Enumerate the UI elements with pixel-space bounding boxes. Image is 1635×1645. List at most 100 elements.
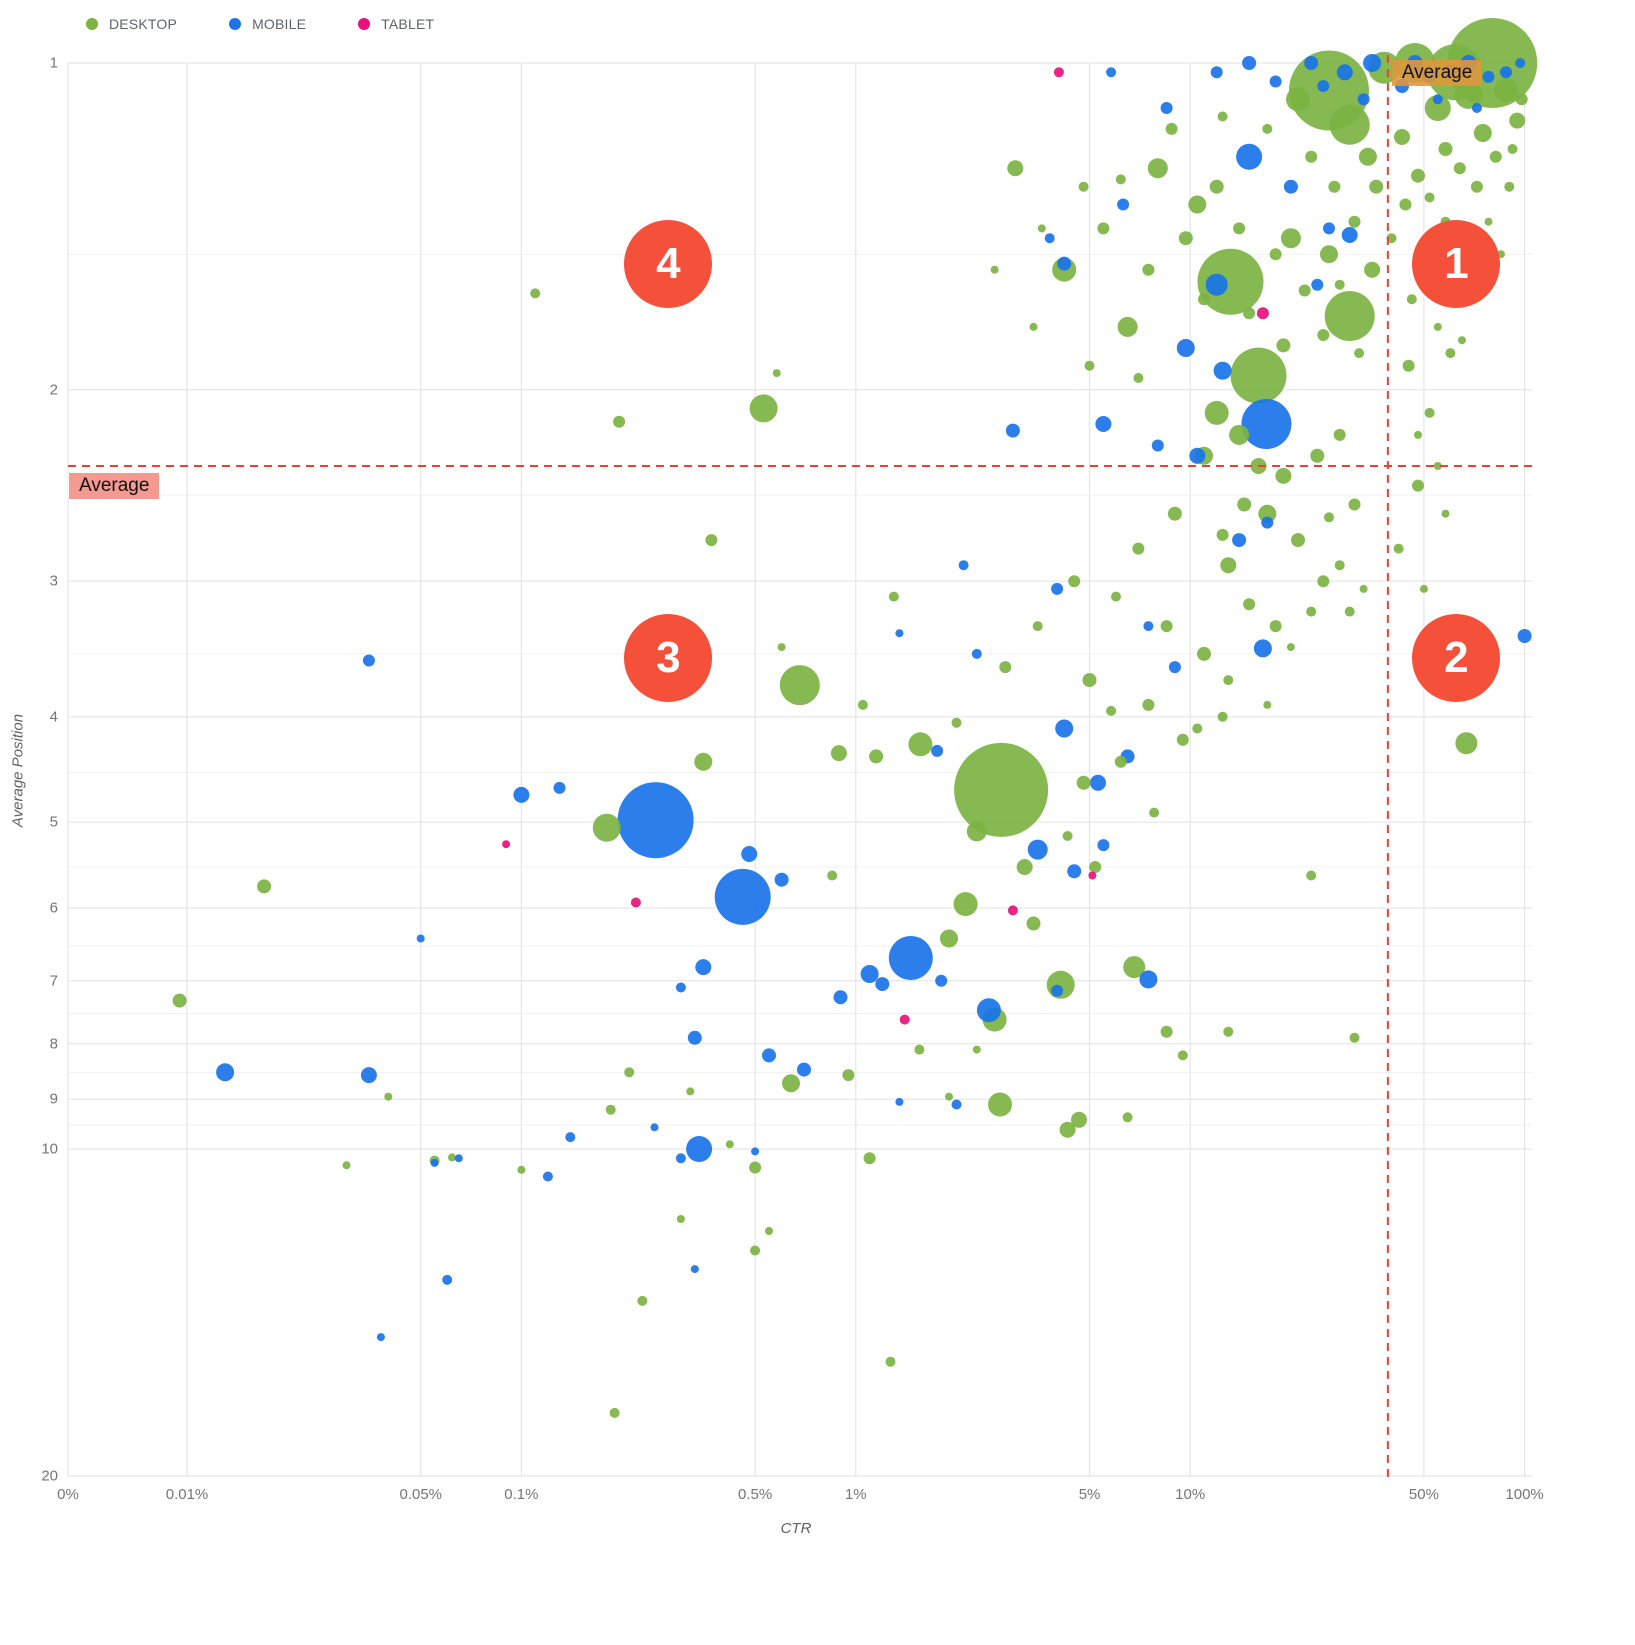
bubble-mobile[interactable] (454, 1154, 463, 1163)
bubble-desktop[interactable] (1176, 733, 1189, 746)
bubble-mobile[interactable] (931, 744, 944, 757)
bubble-desktop[interactable] (1358, 147, 1377, 166)
bubble-desktop[interactable] (1258, 504, 1277, 523)
bubble-mobile[interactable] (888, 936, 933, 980)
bubble-desktop[interactable] (1233, 222, 1246, 235)
bubble-desktop[interactable] (1123, 956, 1146, 979)
bubble-mobile[interactable] (687, 1030, 702, 1045)
bubble-desktop[interactable] (945, 1092, 953, 1101)
bubble-desktop[interactable] (827, 870, 838, 881)
bubble-desktop[interactable] (1424, 95, 1451, 121)
bubble-mobile[interactable] (695, 959, 712, 976)
bubble-desktop[interactable] (1348, 215, 1361, 228)
bubble-mobile[interactable] (1160, 102, 1173, 114)
bubble-desktop[interactable] (1324, 291, 1375, 341)
bubble-tablet[interactable] (1088, 871, 1097, 880)
bubble-desktop[interactable] (1515, 93, 1528, 106)
bubble-desktop[interactable] (1364, 261, 1381, 278)
bubble-mobile[interactable] (1044, 233, 1055, 244)
bubble-desktop[interactable] (1076, 775, 1091, 790)
bubble-desktop[interactable] (676, 1215, 685, 1223)
bubble-desktop[interactable] (1197, 248, 1264, 315)
bubble-mobile[interactable] (542, 1171, 553, 1182)
bubble-desktop[interactable] (342, 1161, 351, 1170)
bubble-desktop[interactable] (172, 993, 187, 1008)
bubble-mobile[interactable] (1357, 93, 1370, 106)
bubble-desktop[interactable] (1229, 424, 1250, 445)
bubble-desktop[interactable] (1275, 467, 1292, 484)
bubble-mobile[interactable] (1097, 839, 1110, 852)
bubble-desktop[interactable] (1438, 142, 1453, 156)
bubble-mobile[interactable] (1057, 256, 1072, 271)
bubble-desktop[interactable] (777, 643, 786, 652)
bubble-desktop[interactable] (624, 1067, 635, 1078)
bubble-desktop[interactable] (863, 1152, 876, 1165)
bubble-desktop[interactable] (686, 1087, 695, 1096)
bubble-desktop[interactable] (772, 369, 781, 378)
bubble-desktop[interactable] (1243, 598, 1256, 611)
bubble-desktop[interactable] (637, 1295, 648, 1306)
bubble-desktop[interactable] (1324, 512, 1334, 523)
bubble-mobile[interactable] (1117, 198, 1130, 211)
bubble-mobile[interactable] (741, 846, 758, 862)
bubble-desktop[interactable] (609, 1407, 620, 1418)
bubble-desktop[interactable] (1433, 462, 1442, 470)
bubble-desktop[interactable] (972, 1045, 981, 1054)
bubble-tablet[interactable] (1007, 905, 1018, 916)
bubble-mobile[interactable] (1106, 67, 1117, 78)
bubble-desktop[interactable] (857, 699, 868, 710)
bubble-mobile[interactable] (971, 648, 982, 659)
bubble-desktop[interactable] (1445, 348, 1456, 359)
bubble-desktop[interactable] (869, 749, 884, 764)
bubble-mobile[interactable] (1205, 273, 1228, 296)
bubble-mobile[interactable] (1336, 64, 1353, 81)
bubble-desktop[interactable] (1230, 347, 1287, 404)
bubble-desktop[interactable] (1142, 263, 1155, 276)
bubble-mobile[interactable] (762, 1048, 776, 1063)
bubble-desktop[interactable] (966, 821, 987, 842)
bubble-mobile[interactable] (797, 1062, 811, 1077)
bubble-desktop[interactable] (888, 591, 899, 602)
bubble-desktop[interactable] (1411, 168, 1425, 183)
bubble-desktop[interactable] (914, 1044, 925, 1055)
bubble-desktop[interactable] (1204, 400, 1229, 425)
bubble-desktop[interactable] (605, 1104, 616, 1115)
bubble-mobile[interactable] (1005, 423, 1020, 438)
bubble-desktop[interactable] (1198, 293, 1210, 306)
bubble-mobile[interactable] (1471, 103, 1482, 113)
bubble-desktop[interactable] (1348, 498, 1361, 511)
bubble-desktop[interactable] (750, 1245, 761, 1256)
bubble-desktop[interactable] (1424, 192, 1435, 203)
bubble-mobile[interactable] (675, 982, 686, 993)
bubble-mobile[interactable] (1269, 75, 1282, 88)
bubble-mobile[interactable] (1027, 839, 1048, 860)
bubble-desktop[interactable] (842, 1069, 855, 1082)
bubble-tablet[interactable] (1053, 67, 1064, 78)
bubble-desktop[interactable] (1276, 338, 1291, 353)
bubble-desktop[interactable] (1286, 643, 1295, 652)
bubble-desktop[interactable] (940, 929, 958, 948)
legend-item-tablet[interactable]: TABLET (358, 16, 434, 32)
legend-item-desktop[interactable]: DESKTOP (86, 16, 177, 32)
bubble-desktop[interactable] (1078, 181, 1089, 192)
bubble-mobile[interactable] (860, 965, 879, 983)
bubble-mobile[interactable] (751, 1147, 760, 1156)
bubble-desktop[interactable] (953, 892, 978, 917)
bubble-desktop[interactable] (1280, 228, 1301, 249)
bubble-tablet[interactable] (502, 840, 511, 849)
bubble-desktop[interactable] (1291, 533, 1305, 548)
bubble-mobile[interactable] (1095, 416, 1112, 432)
bubble-mobile[interactable] (1363, 54, 1382, 72)
bubble-desktop[interactable] (1209, 179, 1224, 194)
bubble-desktop[interactable] (1310, 448, 1325, 463)
bubble-mobile[interactable] (1341, 227, 1358, 243)
bubble-mobile[interactable] (686, 1136, 713, 1162)
bubble-desktop[interactable] (1111, 591, 1121, 602)
bubble-desktop[interactable] (1263, 700, 1272, 709)
bubble-desktop[interactable] (1328, 180, 1341, 193)
bubble-mobile[interactable] (1261, 516, 1274, 529)
bubble-desktop[interactable] (1344, 606, 1355, 617)
bubble-mobile[interactable] (1067, 864, 1082, 879)
bubble-desktop[interactable] (448, 1153, 456, 1162)
bubble-mobile[interactable] (362, 654, 375, 667)
